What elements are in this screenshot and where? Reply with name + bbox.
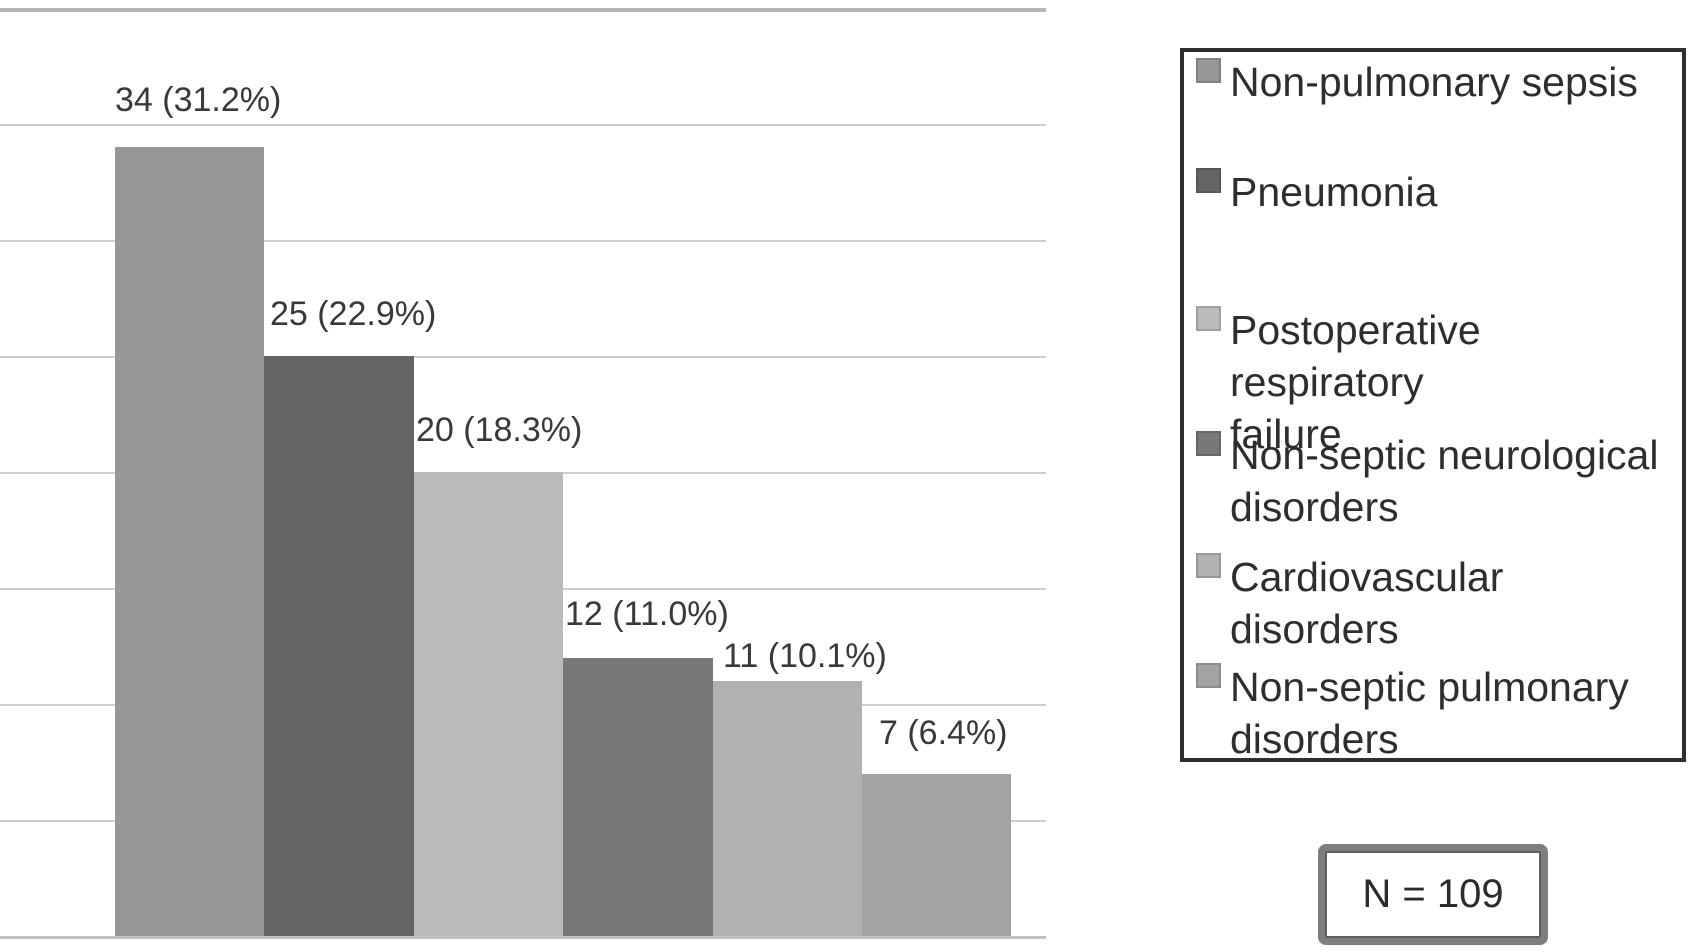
legend-item: Non-pulmonary sepsis [1196,56,1638,108]
bar-value-label: 25 (22.9%) [270,295,437,333]
legend-swatch [1196,58,1221,83]
legend-swatch [1196,431,1221,456]
sample-size-label: N = 109 [1362,872,1504,916]
legend-item: Cardiovascular disorders [1196,551,1682,655]
gridline [0,936,1046,939]
legend-swatch [1196,306,1221,331]
bar-value-label: 20 (18.3%) [416,411,583,449]
legend-item: Pneumonia [1196,166,1437,218]
legend-item: Non-septic neurological disorders [1196,429,1658,533]
legend-swatch [1196,553,1221,578]
gridline [0,8,1046,12]
legend-item-label: Postoperative respiratory failure [1230,307,1481,457]
bar-value-label: 7 (6.4%) [879,714,1008,752]
legend-item-label: Non-septic neurological disorders [1230,432,1659,530]
legend-item-label: Cardiovascular disorders [1230,554,1504,652]
gridline [0,240,1046,242]
bar-value-label: 12 (11.0%) [565,595,729,633]
gridline [0,124,1046,126]
legend-item: Non-septic pulmonary disorders [1196,661,1629,765]
sample-size-box: N = 109 [1318,844,1548,945]
legend-swatch [1196,663,1221,688]
legend-item-label: Non-septic pulmonary disorders [1230,664,1629,762]
bar-4 [563,658,713,936]
legend-item-label: Pneumonia [1230,169,1438,215]
bar-5 [713,681,862,936]
legend-item-label: Non-pulmonary sepsis [1230,59,1638,105]
gridline [0,356,1046,358]
bar-6 [862,774,1011,936]
bar-value-label: 11 (10.1%) [723,637,887,675]
legend: Non-pulmonary sepsis Pneumonia Postoperati… [1180,48,1686,762]
plot-area: 34 (31.2%) 25 (22.9%) 20 (18.3%) 12 (11.0%)… [0,8,1046,939]
legend-item: Postoperative respiratory failure [1196,304,1682,460]
bar-2 [264,356,414,936]
bar-3 [414,472,563,936]
bar-value-label: 34 (31.2%) [115,81,282,119]
bar-1 [115,147,264,936]
legend-swatch [1196,168,1221,193]
